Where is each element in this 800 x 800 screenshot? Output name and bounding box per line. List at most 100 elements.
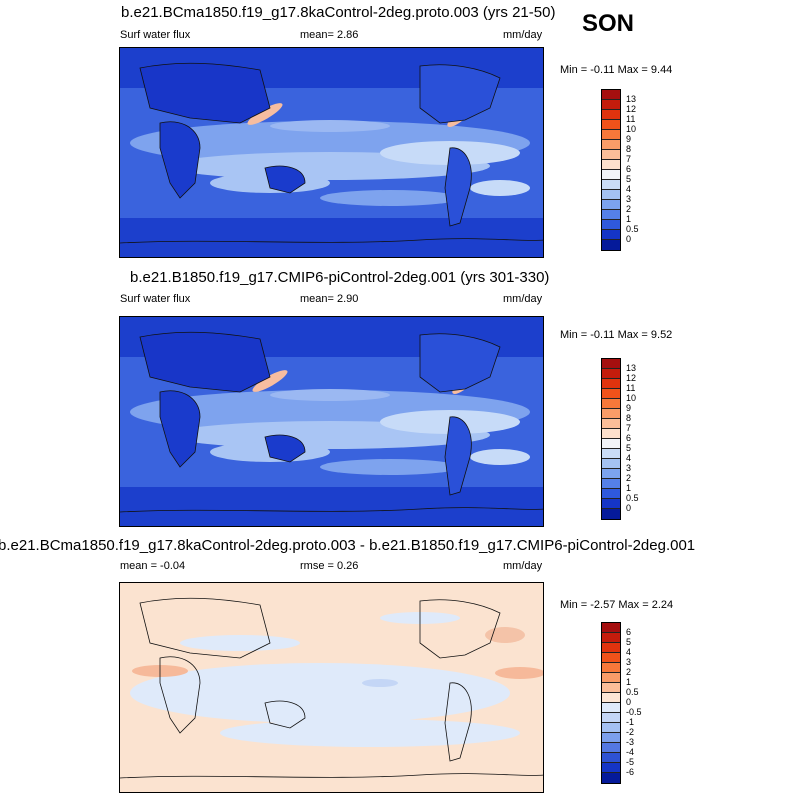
colorbar-swatch <box>602 140 620 150</box>
colorbar-tick-label: 5 <box>626 443 632 453</box>
colorbar-tick-label: 9 <box>626 403 632 413</box>
colorbar-swatch <box>602 479 620 489</box>
colorbar-tick-label: 1 <box>626 483 632 493</box>
panel1-map <box>119 47 544 258</box>
colorbar-swatch <box>602 703 620 713</box>
colorbar-tick-label: 13 <box>626 94 637 104</box>
colorbar-swatch <box>602 130 620 140</box>
colorbar-tick-label: 3 <box>626 463 632 473</box>
colorbar-tick-label: 4 <box>626 184 632 194</box>
colorbar-tick-label: 0 <box>626 234 632 244</box>
panel3-colorbar <box>601 622 621 784</box>
panel3-title: b.e21.BCma1850.f19_g17.8kaControl-2deg.p… <box>0 537 696 554</box>
colorbar-tick-label: 7 <box>626 423 632 433</box>
colorbar-swatch <box>602 369 620 379</box>
colorbar-tick-label: 5 <box>626 174 632 184</box>
colorbar-swatch <box>602 190 620 200</box>
colorbar-tick-label: 10 <box>626 393 637 403</box>
panel2-title: b.e21.B1850.f19_g17.CMIP6-piControl-2deg… <box>130 269 550 286</box>
colorbar-swatch <box>602 359 620 369</box>
colorbar-swatch <box>602 753 620 763</box>
colorbar-swatch <box>602 210 620 220</box>
panel2-map-svg <box>120 317 543 526</box>
colorbar-swatch <box>602 389 620 399</box>
colorbar-swatch <box>602 509 620 519</box>
colorbar-tick-label: -1 <box>626 717 635 727</box>
colorbar-swatch <box>602 160 620 170</box>
colorbar-tick-label: 3 <box>626 657 632 667</box>
colorbar-tick-label: 11 <box>626 114 636 124</box>
panel2-units-label: mm/day <box>503 293 543 305</box>
colorbar-swatch <box>602 220 620 230</box>
colorbar-tick-label: 0.5 <box>626 493 639 503</box>
colorbar-tick-label: 10 <box>626 124 637 134</box>
colorbar-swatch <box>602 633 620 643</box>
colorbar-tick-label: -6 <box>626 767 635 777</box>
panel3-rmse-label: rmse = 0.26 <box>300 560 359 572</box>
panel3-mean-label: mean = -0.04 <box>120 560 186 572</box>
panel1-mean-label: mean= 2.86 <box>300 29 359 41</box>
colorbar-swatch <box>602 379 620 389</box>
colorbar-tick-label: 4 <box>626 453 632 463</box>
colorbar-swatch <box>602 200 620 210</box>
colorbar-swatch <box>602 773 620 783</box>
colorbar-swatch <box>602 623 620 633</box>
colorbar-tick-label: 13 <box>626 363 637 373</box>
colorbar-tick-label: -4 <box>626 747 635 757</box>
panel3-units-label: mm/day <box>503 560 543 572</box>
colorbar-tick-label: 4 <box>626 647 632 657</box>
colorbar-swatch <box>602 90 620 100</box>
colorbar-tick-label: -2 <box>626 727 635 737</box>
panel1-colorbar-swatches <box>601 89 621 251</box>
colorbar-swatch <box>602 100 620 110</box>
colorbar-swatch <box>602 240 620 250</box>
colorbar-swatch <box>602 429 620 439</box>
colorbar-tick-label: 7 <box>626 154 632 164</box>
colorbar-tick-label: 8 <box>626 413 632 423</box>
colorbar-tick-label: 12 <box>626 373 637 383</box>
colorbar-tick-label: 2 <box>626 204 632 214</box>
colorbar-tick-label: 0.5 <box>626 687 639 697</box>
panel2-map <box>119 316 544 527</box>
colorbar-tick-label: 6 <box>626 164 632 174</box>
colorbar-swatch <box>602 489 620 499</box>
colorbar-tick-label: 5 <box>626 637 632 647</box>
colorbar-tick-label: 2 <box>626 667 632 677</box>
colorbar-tick-label: 6 <box>626 627 632 637</box>
colorbar-swatch <box>602 449 620 459</box>
panel2-mean-label: mean= 2.90 <box>300 293 359 305</box>
colorbar-swatch <box>602 673 620 683</box>
colorbar-swatch <box>602 743 620 753</box>
colorbar-tick-label: 1 <box>626 677 632 687</box>
panel2-colorbar-swatches <box>601 358 621 520</box>
colorbar-swatch <box>602 763 620 773</box>
colorbar-tick-label: -5 <box>626 757 635 767</box>
panel1-variable-label: Surf water flux <box>120 29 191 41</box>
colorbar-swatch <box>602 499 620 509</box>
colorbar-swatch <box>602 643 620 653</box>
colorbar-swatch <box>602 469 620 479</box>
colorbar-tick-label: 0.5 <box>626 224 639 234</box>
colorbar-tick-label: 6 <box>626 433 632 443</box>
colorbar-tick-label: -0.5 <box>626 707 642 717</box>
panel3-map-svg <box>120 583 543 792</box>
colorbar-swatch <box>602 170 620 180</box>
colorbar-tick-label: 3 <box>626 194 632 204</box>
colorbar-swatch <box>602 439 620 449</box>
panel1-map-svg <box>120 48 543 257</box>
colorbar-swatch <box>602 150 620 160</box>
panel2-minmax-label: Min = -0.11 Max = 9.52 <box>560 329 673 341</box>
panel1-colorbar <box>601 89 621 251</box>
colorbar-swatch <box>602 683 620 693</box>
panel2-variable-label: Surf water flux <box>120 293 191 305</box>
colorbar-swatch <box>602 110 620 120</box>
colorbar-swatch <box>602 230 620 240</box>
colorbar-swatch <box>602 693 620 703</box>
colorbar-swatch <box>602 663 620 673</box>
colorbar-swatch <box>602 653 620 663</box>
colorbar-tick-label: 12 <box>626 104 637 114</box>
colorbar-tick-label: 0 <box>626 503 632 513</box>
colorbar-tick-label: 9 <box>626 134 632 144</box>
panel1-minmax-label: Min = -0.11 Max = 9.44 <box>560 64 673 76</box>
colorbar-tick-label: 8 <box>626 144 632 154</box>
